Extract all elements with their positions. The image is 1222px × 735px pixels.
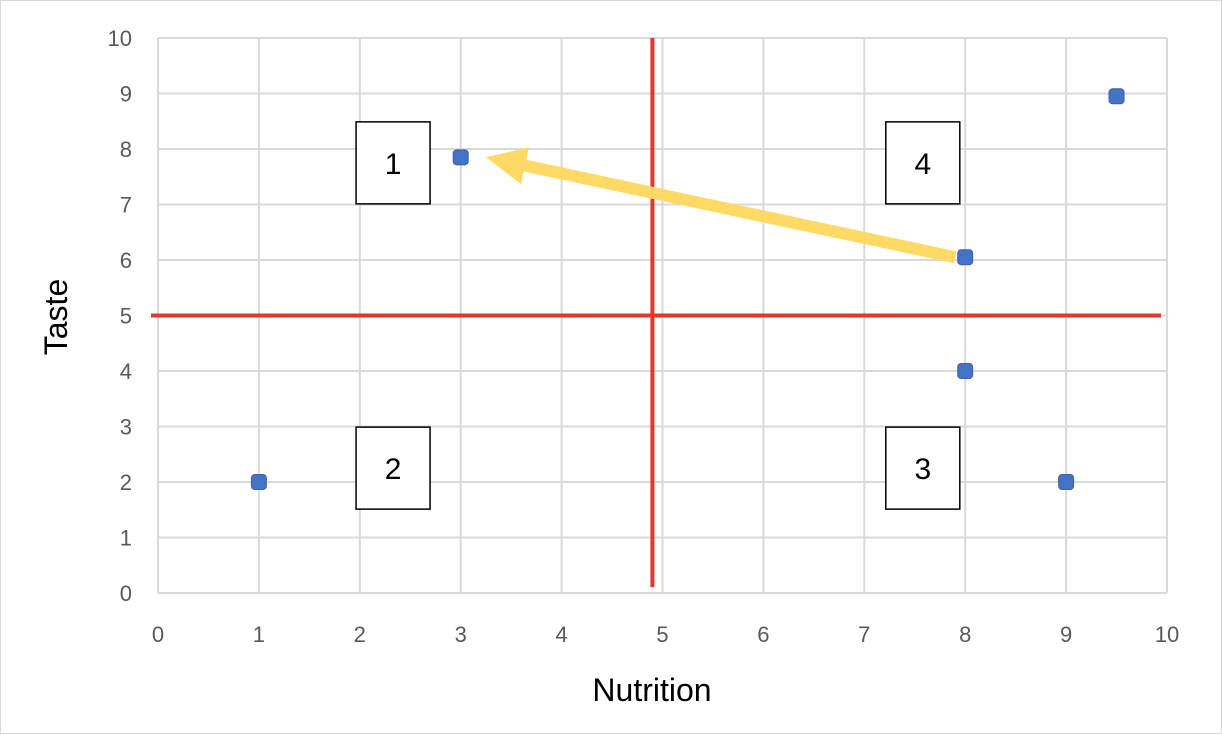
quadrant-label-box-3: [885, 426, 961, 510]
x-tick-label: 4: [555, 622, 567, 647]
tick-labels: 0 1 2 3 4 5 6 7 8 9 10 0 1 2 3 4 5 6 7 8 9 10: [108, 26, 1180, 647]
y-tick-label: 0: [120, 581, 132, 606]
x-tick-label: 3: [455, 622, 467, 647]
arrow-layer: [485, 147, 957, 264]
quadrant-label-1: 1: [385, 148, 402, 181]
x-tick-label: 5: [656, 622, 668, 647]
x-tick-label: 10: [1155, 622, 1179, 647]
y-tick-label: 9: [120, 82, 132, 107]
quadrant-labels: 1 2 3 4: [355, 121, 961, 510]
y-tick-label: 5: [120, 304, 132, 329]
x-axis-title: Nutrition: [592, 672, 711, 708]
quadrant-label-box-1: [355, 121, 431, 205]
y-tick-label: 7: [120, 193, 132, 218]
data-point: [1108, 88, 1125, 105]
y-tick-label: 8: [120, 137, 132, 162]
y-tick-label: 10: [108, 26, 132, 51]
data-point: [452, 149, 469, 166]
data-point: [250, 474, 267, 490]
y-tick-label: 6: [120, 248, 132, 273]
x-tick-label: 0: [152, 622, 164, 647]
data-point: [957, 363, 974, 379]
data-points: [250, 88, 1125, 490]
quadrant-label-box-4: [885, 121, 961, 205]
x-tick-label: 6: [757, 622, 769, 647]
reference-lines: [151, 38, 1161, 587]
quadrant-label-box-2: [355, 426, 431, 510]
arrow: [485, 147, 957, 264]
y-tick-label: 2: [120, 470, 132, 495]
y-tick-label: 4: [120, 359, 132, 384]
y-tick-label: 3: [120, 415, 132, 440]
x-tick-label: 7: [858, 622, 870, 647]
quadrant-label-3: 3: [914, 453, 931, 486]
x-tick-label: 8: [959, 622, 971, 647]
y-axis-title: Taste: [38, 279, 74, 355]
x-tick-label: 9: [1060, 622, 1072, 647]
data-point: [1058, 474, 1075, 490]
x-tick-label: 2: [354, 622, 366, 647]
quadrant-label-2: 2: [385, 453, 402, 486]
y-tick-label: 1: [120, 526, 132, 551]
grid-layer: [157, 37, 1168, 594]
x-tick-label: 1: [253, 622, 265, 647]
data-point: [957, 249, 974, 266]
quadrant-label-4: 4: [914, 148, 931, 181]
